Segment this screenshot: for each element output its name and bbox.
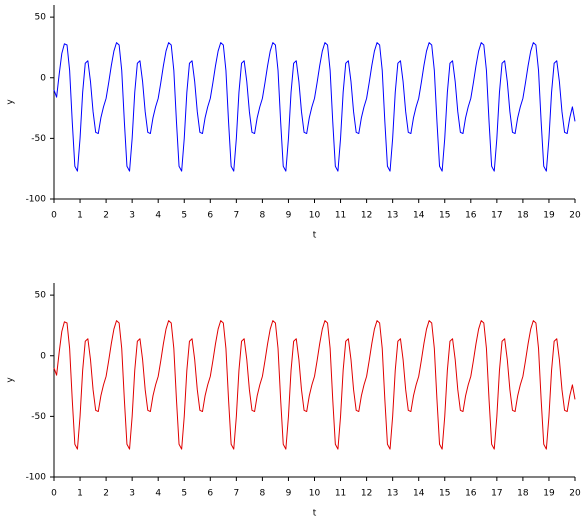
x-tick-label: 16 xyxy=(465,489,477,499)
y-tick-label: -50 xyxy=(31,134,46,144)
y-tick-label: 0 xyxy=(40,73,46,83)
x-tick-label: 10 xyxy=(309,211,321,221)
x-tick-label: 6 xyxy=(207,489,213,499)
x-tick-label: 18 xyxy=(517,489,529,499)
x-tick-label: 7 xyxy=(233,211,239,221)
x-tick-label: 14 xyxy=(413,489,425,499)
x-tick-label: 16 xyxy=(465,211,477,221)
y-tick-label: 50 xyxy=(35,13,47,23)
x-tick-label: 8 xyxy=(260,489,266,499)
x-tick-label: 3 xyxy=(129,489,135,499)
x-tick-label: 0 xyxy=(51,211,57,221)
x-tick-label: 3 xyxy=(129,211,135,221)
x-tick-label: 2 xyxy=(103,211,109,221)
x-tick-label: 6 xyxy=(207,211,213,221)
x-tick-label: 4 xyxy=(155,211,161,221)
y-axis-label: y xyxy=(6,377,16,383)
x-tick-label: 1 xyxy=(77,489,83,499)
x-tick-label: 15 xyxy=(439,489,450,499)
y-tick-label: 0 xyxy=(40,351,46,361)
data-line xyxy=(53,42,576,172)
x-tick-label: 14 xyxy=(413,211,425,221)
x-tick-label: 2 xyxy=(103,489,109,499)
data-line xyxy=(53,320,576,450)
x-tick-label: 20 xyxy=(569,211,581,221)
x-tick-label: 9 xyxy=(286,489,292,499)
y-tick-label: -50 xyxy=(31,412,46,422)
x-tick-label: 13 xyxy=(387,489,398,499)
x-tick-label: 12 xyxy=(361,211,372,221)
x-tick-label: 5 xyxy=(181,211,187,221)
x-tick-label: 10 xyxy=(309,489,321,499)
x-tick-label: 12 xyxy=(361,489,372,499)
x-tick-label: 4 xyxy=(155,489,161,499)
x-tick-label: 19 xyxy=(543,211,555,221)
x-tick-label: 20 xyxy=(569,489,581,499)
x-tick-label: 17 xyxy=(491,489,502,499)
x-tick-label: 11 xyxy=(335,211,346,221)
x-tick-label: 9 xyxy=(286,211,292,221)
y-tick-label: -100 xyxy=(26,473,47,483)
x-tick-label: 0 xyxy=(51,489,57,499)
y-tick-label: 50 xyxy=(35,291,47,301)
x-axis-label: t xyxy=(313,231,317,241)
x-tick-label: 13 xyxy=(387,211,398,221)
x-axis-label: t xyxy=(313,509,317,519)
x-tick-label: 18 xyxy=(517,211,529,221)
x-tick-label: 5 xyxy=(181,489,187,499)
y-axis-label: y xyxy=(6,99,16,105)
x-tick-label: 1 xyxy=(77,211,83,221)
x-tick-label: 15 xyxy=(439,211,450,221)
x-tick-label: 19 xyxy=(543,489,555,499)
y-tick-label: -100 xyxy=(26,195,47,205)
x-tick-label: 8 xyxy=(260,211,266,221)
x-tick-label: 17 xyxy=(491,211,502,221)
x-tick-label: 7 xyxy=(233,489,239,499)
x-tick-label: 11 xyxy=(335,489,346,499)
